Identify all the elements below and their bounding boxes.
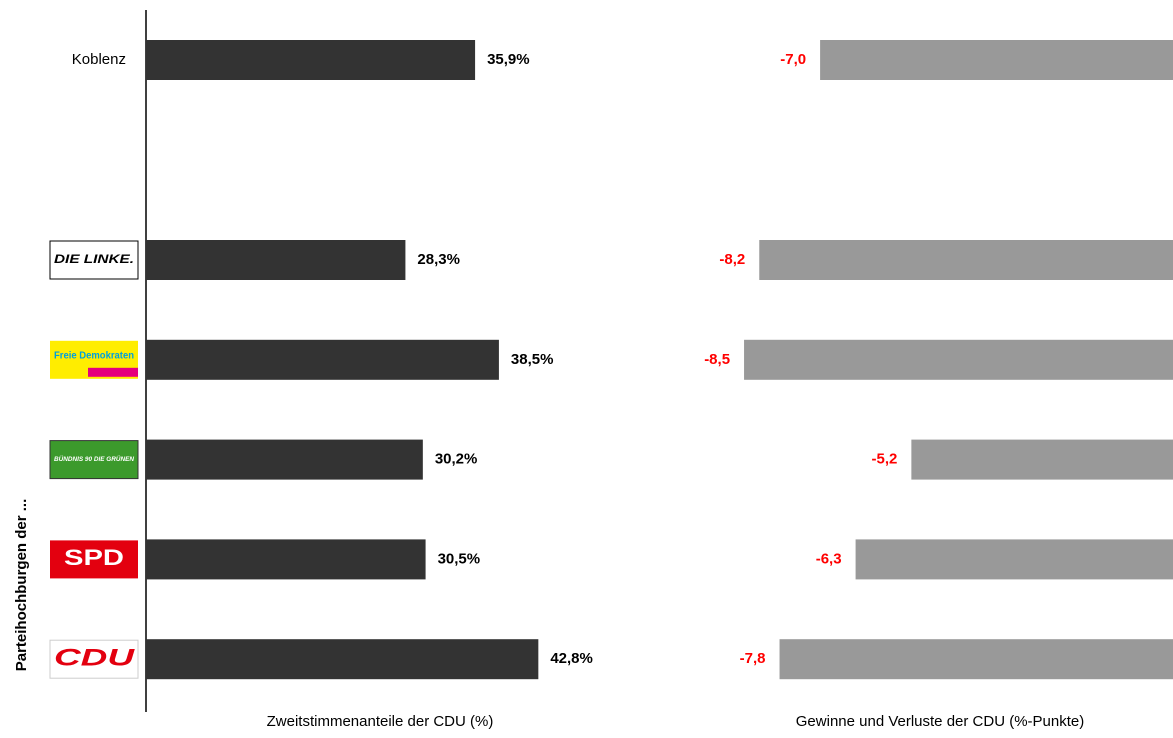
bar (911, 439, 1173, 480)
category-label: CDU (54, 645, 135, 672)
value-label: 30,5% (438, 550, 481, 567)
logo-box (49, 440, 139, 480)
value-label: -8,5 (704, 351, 730, 368)
value-label: -8,2 (719, 251, 745, 268)
x-axis-title: Gewinne und Verluste der CDU (%-Punkte) (796, 713, 1084, 730)
x-axis-title: Zweitstimmenanteile der CDU (%) (267, 713, 494, 730)
bar (744, 339, 1173, 380)
bar (146, 40, 476, 80)
bar (146, 639, 539, 680)
bar (146, 539, 426, 580)
category-label: DIE LINKE. (54, 252, 134, 266)
category-label: BÜNDNIS 90 DIE GRÜNEN (54, 456, 135, 463)
logo-box (49, 639, 139, 679)
category-label: Koblenz (72, 51, 126, 68)
value-label: -5,2 (872, 451, 898, 468)
category-label: SPD (64, 545, 124, 570)
y-axis-title: Parteihochburgen der ... (13, 499, 30, 672)
value-label: 35,9% (487, 51, 530, 68)
logo-strip (88, 367, 138, 377)
bar (779, 639, 1173, 680)
value-label: 38,5% (511, 351, 554, 368)
value-label: -7,8 (740, 650, 766, 667)
category-label: Freie Demokraten (54, 350, 134, 361)
bar (146, 439, 423, 480)
bar (820, 40, 1173, 80)
logo-box (50, 540, 138, 579)
bar (146, 240, 406, 280)
value-label: -6,3 (816, 550, 842, 567)
logo-box (49, 240, 139, 280)
bar (855, 539, 1173, 580)
bar (146, 339, 499, 380)
value-label: 30,2% (435, 451, 478, 468)
value-label: -7,0 (780, 51, 806, 68)
bar (759, 240, 1173, 280)
value-label: 28,3% (417, 251, 460, 268)
value-label: 42,8% (550, 650, 593, 667)
